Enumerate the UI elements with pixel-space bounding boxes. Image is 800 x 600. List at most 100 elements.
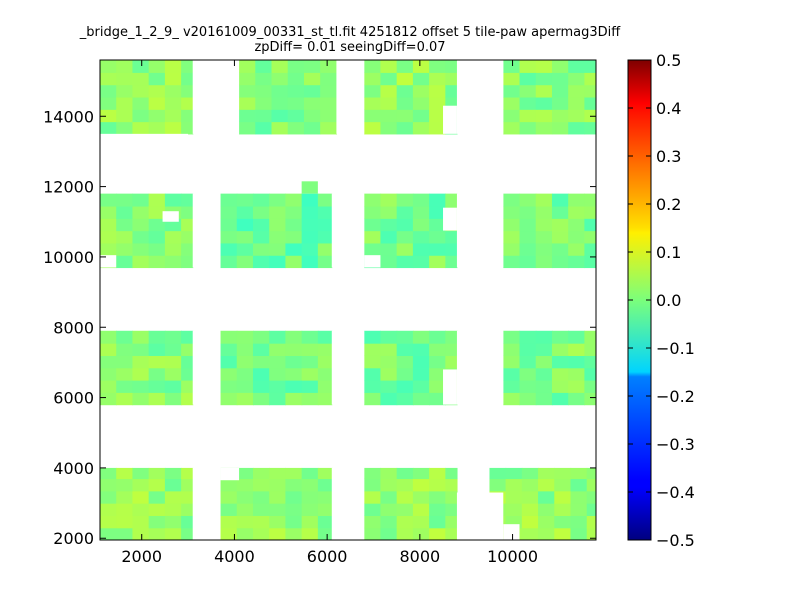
heatmap-cell <box>429 355 446 369</box>
heatmap-cell <box>586 515 596 529</box>
masked-region <box>503 524 520 540</box>
heatmap-cell <box>239 121 256 135</box>
colorbar-tick-label: −0.5 <box>656 531 695 550</box>
x-tick-label: 4000 <box>214 547 255 566</box>
heatmap-cell <box>132 218 150 232</box>
heatmap-cell <box>535 72 553 86</box>
heatmap-cell <box>505 467 523 480</box>
heatmap-cell <box>271 121 289 135</box>
heatmap-cell <box>412 60 430 73</box>
heatmap-cell <box>181 343 194 356</box>
heatmap-cell <box>148 490 166 504</box>
heatmap-cell <box>429 503 446 516</box>
heatmap-cell <box>252 218 270 232</box>
heatmap-cell <box>301 478 319 492</box>
heatmap-cell <box>380 218 398 232</box>
heatmap-cell <box>255 121 273 135</box>
heatmap-cell <box>396 72 414 86</box>
heatmap-cell <box>132 467 150 480</box>
heatmap-cell <box>412 72 430 86</box>
heatmap-cell <box>132 193 150 207</box>
heatmap-cell <box>164 330 182 344</box>
heatmap-cell <box>519 84 537 98</box>
heatmap-cell <box>317 467 333 480</box>
heatmap-cell <box>301 230 319 244</box>
heatmap-cell <box>287 72 305 86</box>
heatmap-cell <box>132 121 150 135</box>
heatmap-cell <box>584 242 596 256</box>
heatmap-cell <box>396 96 414 110</box>
masked-region <box>192 60 240 134</box>
heatmap-cell <box>132 72 150 86</box>
heatmap-cell <box>100 367 117 381</box>
heatmap-cell <box>364 72 382 86</box>
heatmap-cell <box>116 503 134 516</box>
heatmap-cell <box>320 109 338 123</box>
heatmap-cell <box>521 467 539 480</box>
heatmap-cell <box>220 355 238 369</box>
heatmap-cell <box>503 205 521 219</box>
heatmap-cell <box>396 193 414 207</box>
heatmap-cell <box>181 230 194 244</box>
heatmap-cell <box>584 355 596 369</box>
heatmap-cell <box>535 218 553 232</box>
heatmap-cell <box>554 527 572 540</box>
plot-frame <box>99 59 597 541</box>
heatmap-cell <box>503 109 521 123</box>
heatmap-cell <box>551 205 569 219</box>
heatmap-cell <box>412 380 430 393</box>
heatmap-cell <box>148 503 166 516</box>
heatmap-cell <box>287 60 305 73</box>
heatmap-cell <box>164 367 182 381</box>
heatmap-cell <box>164 242 182 256</box>
heatmap-cell <box>181 193 194 207</box>
heatmap-cell <box>100 330 117 344</box>
heatmap-cell <box>396 380 414 393</box>
heatmap-cell <box>568 218 586 232</box>
masked-region <box>443 207 457 231</box>
heatmap-cell <box>503 242 521 256</box>
heatmap-cell <box>181 96 194 110</box>
heatmap-cell <box>116 218 134 232</box>
heatmap-cell <box>285 527 303 540</box>
heatmap-cell <box>503 392 521 406</box>
heatmap-cell <box>551 355 569 369</box>
heatmap-cell <box>287 109 305 123</box>
heatmap-cell <box>551 392 569 406</box>
heatmap-cell <box>412 367 430 381</box>
heatmap-cell <box>132 490 150 504</box>
masked-region <box>192 193 221 268</box>
heatmap-cell <box>584 330 596 344</box>
heatmap-cell <box>116 380 134 393</box>
heatmap-cell <box>445 60 458 73</box>
heatmap-cell <box>181 515 194 529</box>
heatmap-cell <box>301 503 319 516</box>
heatmap-cell <box>164 392 182 406</box>
heatmap-cell <box>584 380 596 393</box>
heatmap-cell <box>412 355 430 369</box>
heatmap-cell <box>568 380 586 393</box>
heatmap-cell <box>380 205 398 219</box>
heatmap-cell <box>164 72 182 86</box>
heatmap-cell <box>429 527 446 540</box>
heatmap-cell <box>132 84 150 98</box>
heatmap-cell <box>100 478 117 492</box>
heatmap-cell <box>445 230 458 244</box>
heatmap-cell <box>116 255 134 269</box>
heatmap-cell <box>445 242 458 256</box>
heatmap-cell <box>551 230 569 244</box>
heatmap-cell <box>181 60 194 73</box>
heatmap-cell <box>521 478 539 492</box>
heatmap-cell <box>521 490 539 504</box>
heatmap-cell <box>269 380 287 393</box>
heatmap-cell <box>538 478 555 492</box>
heatmap-cell <box>285 355 303 369</box>
heatmap-cell <box>503 230 521 244</box>
masked-region <box>331 330 365 405</box>
heatmap-cell <box>535 355 553 369</box>
heatmap-cell <box>236 255 254 269</box>
heatmap-cell <box>317 355 333 369</box>
heatmap-cell <box>181 367 194 381</box>
heatmap-cell <box>364 230 382 244</box>
heatmap-cell <box>271 60 289 73</box>
